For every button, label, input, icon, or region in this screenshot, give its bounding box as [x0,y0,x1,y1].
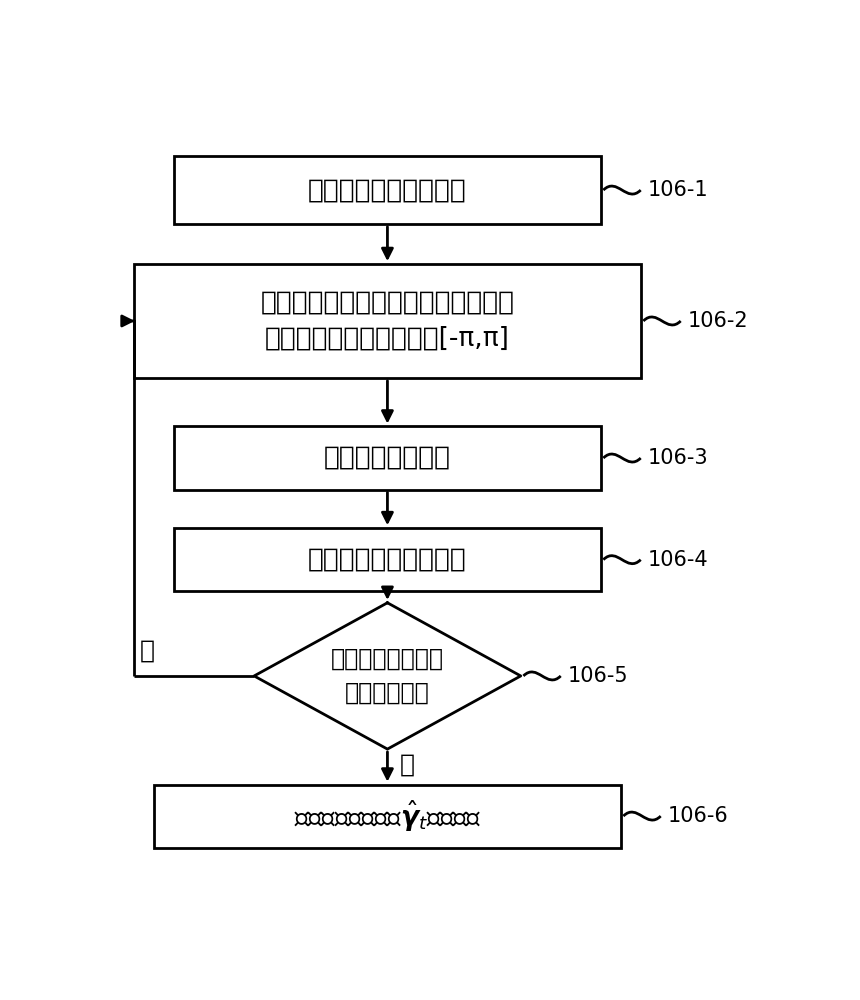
Text: 选取初始声源入射方向: 选取初始声源入射方向 [308,177,467,203]
Text: 106-4: 106-4 [648,550,708,570]
Polygon shape [255,603,521,749]
FancyBboxPatch shape [154,785,621,848]
FancyBboxPatch shape [174,156,600,224]
Text: 计算新的声源入射方向: 计算新的声源入射方向 [308,547,467,573]
Text: 判断新的声源入射
方向是否收敛: 判断新的声源入射 方向是否收敛 [331,647,444,705]
FancyBboxPatch shape [174,528,600,591]
Text: 求取新的权重系数: 求取新的权重系数 [324,445,451,471]
Text: 106-2: 106-2 [687,311,748,331]
Text: 否: 否 [140,639,155,663]
Text: 106-6: 106-6 [667,806,728,826]
Text: 是: 是 [400,752,415,776]
Text: 106-5: 106-5 [568,666,628,686]
Text: 计算声源入射方向$\hat{\boldsymbol{\gamma}}_t$的方位角: 计算声源入射方向$\hat{\boldsymbol{\gamma}}_t$的方位… [293,798,482,834]
FancyBboxPatch shape [174,426,600,490]
Text: 106-3: 106-3 [648,448,708,468]
FancyBboxPatch shape [134,264,641,378]
Text: 从每个相位差集合中选取一个相位差
值、限制相位差的误差到[-π,π]: 从每个相位差集合中选取一个相位差 值、限制相位差的误差到[-π,π] [261,290,514,352]
Text: 106-1: 106-1 [648,180,708,200]
